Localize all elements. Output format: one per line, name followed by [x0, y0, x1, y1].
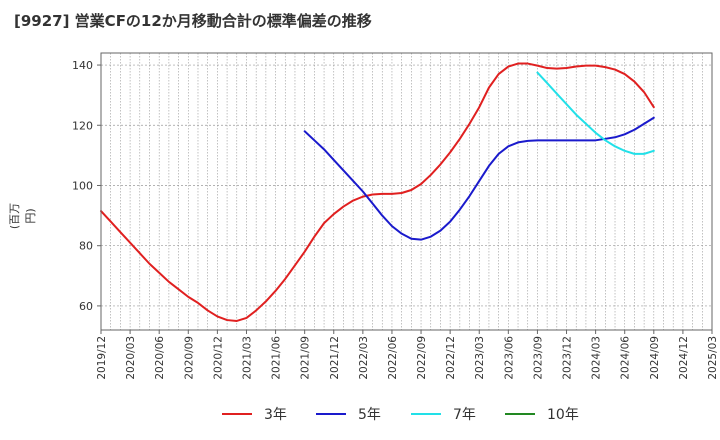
- x-tick-label: 2019/12: [96, 336, 108, 380]
- legend-label: 5年: [358, 407, 381, 423]
- x-tick-label: 2023/03: [474, 336, 486, 380]
- y-tick-label: 120: [72, 119, 93, 132]
- x-tick-label: 2024/09: [649, 336, 661, 380]
- y-tick-label: 80: [79, 240, 93, 253]
- series-line-5年: [303, 116, 655, 241]
- x-tick-label: 2025/03: [707, 336, 719, 380]
- y-tick-label: 100: [72, 179, 93, 192]
- plot-frame: [100, 52, 713, 331]
- x-tick-label: 2023/06: [503, 336, 515, 380]
- y-ticks: 60 80 100 120 140: [72, 59, 101, 313]
- x-tick-label: 2020/12: [212, 336, 224, 380]
- x-tick-label: 2024/06: [620, 336, 632, 380]
- legend-label: 3年: [264, 407, 287, 423]
- series-line-7年: [536, 71, 655, 155]
- x-tick-label: 2021/06: [271, 336, 283, 380]
- x-tick-label: 2022/09: [416, 336, 428, 380]
- series-line-3年: [100, 62, 655, 322]
- x-tick-label: 2020/03: [125, 336, 137, 380]
- grid: [100, 53, 713, 330]
- x-tick-label: 2021/03: [241, 336, 253, 380]
- x-tick-label: 2020/09: [183, 336, 195, 380]
- x-tick-label: 2020/06: [154, 336, 166, 380]
- x-ticks: 2019/12 2020/03 2020/06 2020/09 2020/12 2021/…: [96, 330, 719, 380]
- chart-title: [9927] 営業CFの12か月移動合計の標準偏差の推移: [14, 12, 372, 30]
- legend: 3年 5年 7年 10年: [222, 407, 579, 423]
- y-tick-label: 140: [72, 59, 93, 72]
- series-layer: [100, 62, 655, 322]
- x-tick-label: 2022/03: [358, 336, 370, 380]
- y-tick-label: 60: [79, 300, 93, 313]
- x-tick-label: 2021/09: [300, 336, 312, 380]
- legend-label: 7年: [453, 407, 476, 423]
- x-tick-label: 2023/12: [562, 336, 574, 380]
- x-tick-label: 2022/06: [387, 336, 399, 380]
- x-tick-label: 2024/12: [678, 336, 690, 380]
- x-tick-label: 2021/12: [329, 336, 341, 380]
- legend-label: 10年: [547, 407, 579, 423]
- x-tick-label: 2023/09: [532, 336, 544, 380]
- x-tick-label: 2024/03: [591, 336, 603, 380]
- x-tick-label: 2022/12: [445, 336, 457, 380]
